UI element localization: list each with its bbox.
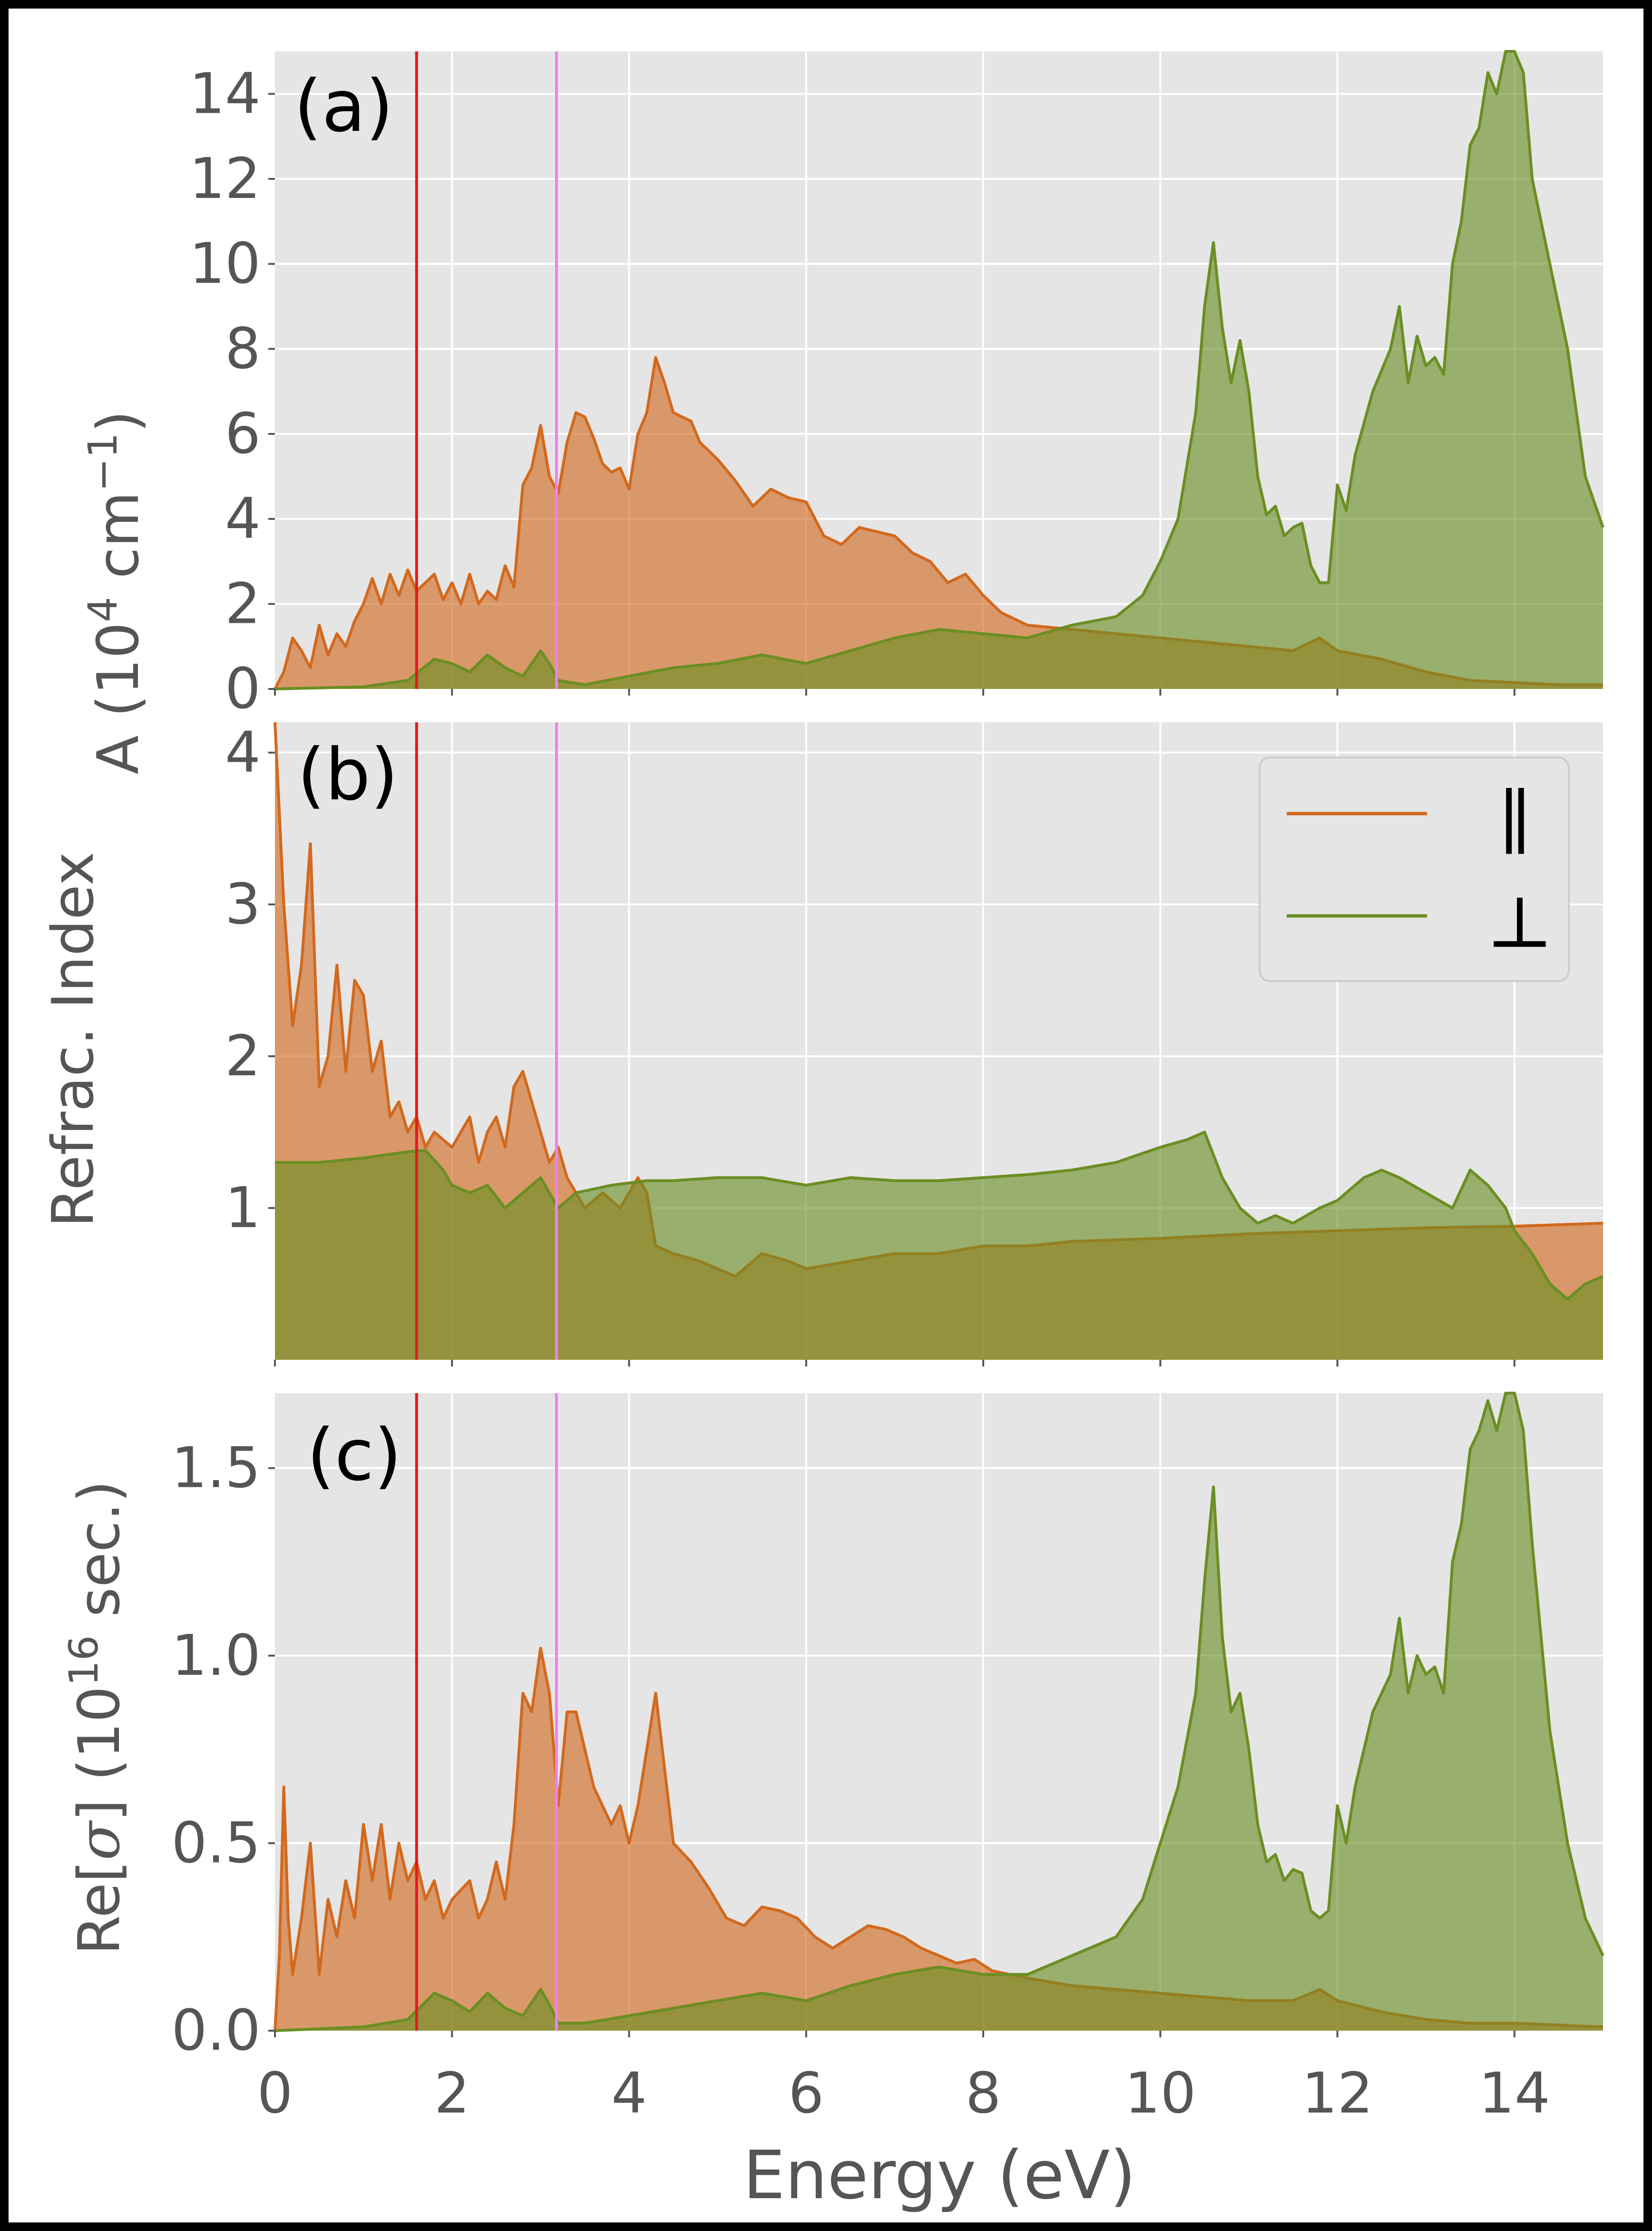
legend: ∥ ⊥: [1259, 757, 1570, 982]
y-tick-label: 2: [225, 570, 261, 636]
panel-b-y-ticks: 1 2 3 4: [225, 719, 275, 1240]
line-perpendicular: [275, 1130, 1604, 1301]
panel-c-vlines: [415, 1393, 558, 2031]
y-tick-label: 12: [189, 146, 261, 211]
x-tick-label: 8: [966, 2060, 1001, 2126]
panel-b-x-ticks: [274, 1360, 1515, 1366]
panel-a-x-ticks: [274, 689, 1515, 696]
panel-c-areas: [274, 1392, 1604, 2032]
legend-label-perpendicular: ⊥: [1486, 881, 1553, 964]
x-axis-label: Energy (eV): [743, 2137, 1136, 2214]
panel-a-vlines: [415, 51, 558, 689]
y-tick-label: 1.0: [171, 1622, 261, 1688]
panel-a-absorption: 0 2 4 6 8 10 12 14 (a) A (104 cm−1): [79, 50, 1604, 775]
panel-b-tag: (b): [297, 734, 398, 816]
area-perpendicular: [275, 1393, 1603, 2031]
panel-b-areas: [274, 722, 1604, 1360]
y-tick-label: 4: [225, 486, 261, 551]
panel-c-ylabel: Re[σ] (1016 sec.): [60, 1480, 133, 1955]
x-tick-label: 6: [788, 2060, 824, 2126]
panel-b-refractive-index: 1 2 3 4 (b) Refrac. Index ∥ ⊥: [40, 719, 1604, 1366]
y-tick-label: 0.0: [171, 1997, 261, 2063]
x-tick-label: 14: [1479, 2060, 1550, 2126]
y-tick-label: 2: [225, 1023, 261, 1089]
x-tick-label: 10: [1124, 2060, 1196, 2126]
panel-b-vlines: [415, 722, 558, 1360]
y-tick-label: 0.5: [171, 1810, 261, 1876]
panel-a-tag: (a): [294, 65, 393, 148]
line-perpendicular: [274, 50, 1604, 690]
line-parallel: [274, 356, 1603, 690]
y-tick-label: 14: [189, 60, 261, 126]
x-tick-label: 12: [1302, 2060, 1373, 2126]
line-perpendicular: [274, 1392, 1604, 2032]
y-tick-label: 0: [225, 656, 261, 721]
x-tick-label: 2: [434, 2060, 470, 2126]
x-tick-label: 4: [611, 2060, 647, 2126]
y-tick-label: 1.5: [171, 1435, 261, 1501]
legend-label-parallel: ∥: [1498, 781, 1531, 864]
panel-a-areas: [274, 50, 1604, 690]
panel-c-y-ticks: 0.0 0.5 1.0 1.5: [171, 1435, 275, 2063]
y-tick-label: 3: [225, 871, 261, 937]
y-tick-label: 6: [225, 401, 261, 466]
panel-a-ylabel: A (104 cm−1): [79, 411, 152, 775]
y-tick-label: 1: [225, 1175, 261, 1240]
x-tick-label: 0: [257, 2060, 293, 2126]
panel-c-tag: (c): [307, 1414, 402, 1497]
panel-b-ylabel: Refrac. Index: [40, 852, 107, 1228]
y-tick-label: 4: [225, 719, 261, 785]
x-tick-labels: 0 2 4 6 8 10 12 14: [257, 2060, 1550, 2126]
panel-c-conductivity: 0.0 0.5 1.0 1.5 (c) Re[σ] (1016 sec.) 0 2 4 6 8…: [60, 1392, 1604, 2214]
area-perpendicular: [275, 1132, 1603, 1360]
area-parallel: [275, 357, 1603, 689]
y-tick-label: 10: [189, 231, 261, 296]
y-tick-label: 8: [225, 315, 261, 381]
panel-c-x-ticks: [274, 2031, 1515, 2037]
area-perpendicular: [275, 51, 1603, 689]
area-parallel: [275, 1648, 1603, 2031]
panel-a-y-ticks: 0 2 4 6 8 10 12 14: [189, 60, 275, 721]
